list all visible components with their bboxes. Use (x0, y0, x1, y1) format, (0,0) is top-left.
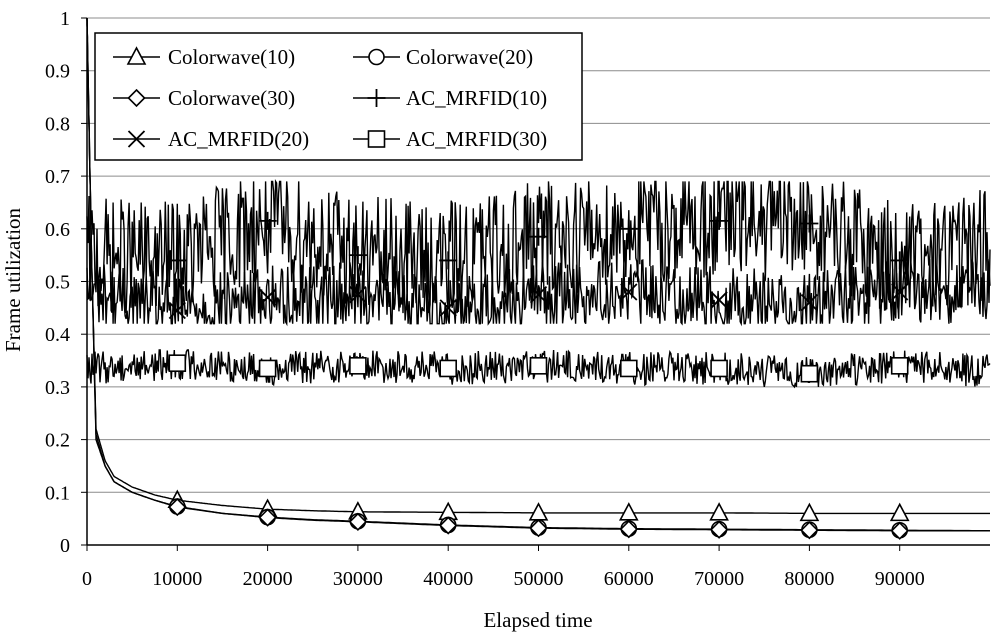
legend-box (94, 32, 583, 161)
data-point-marker (619, 520, 638, 539)
data-point-marker (800, 214, 819, 233)
data-point-marker (890, 251, 909, 270)
x-axis-label: Elapsed time (483, 608, 592, 632)
data-point-marker (890, 521, 909, 540)
data-point-marker (168, 251, 187, 270)
data-point-marker (800, 521, 819, 540)
x-tick-label: 60000 (604, 568, 654, 590)
legend-marker (367, 89, 386, 107)
x-tick-label: 0 (82, 568, 92, 590)
x-tick-label: 40000 (423, 568, 473, 590)
legend-marker (126, 46, 147, 65)
data-point-marker (709, 520, 729, 539)
data-point-marker (258, 211, 277, 230)
data-point-marker (619, 359, 638, 378)
y-tick-label: 0.9 (45, 61, 70, 83)
data-point-marker (800, 364, 819, 383)
data-point-marker (799, 502, 820, 522)
legend-label: AC_MRFID(30) (406, 127, 547, 151)
series-markers (167, 211, 910, 540)
axes (81, 17, 990, 551)
y-tick-label: 0.3 (45, 377, 70, 399)
data-point-marker (529, 357, 548, 375)
data-point-marker (348, 512, 368, 531)
data-point-marker (348, 246, 367, 265)
data-point-marker (258, 288, 277, 306)
data-point-marker (439, 359, 458, 378)
legend-marker (127, 130, 146, 148)
data-point-marker (800, 293, 819, 312)
data-point-marker (168, 354, 187, 372)
x-tick-label: 10000 (152, 568, 202, 590)
legend-label: AC_MRFID(20) (168, 127, 309, 151)
y-tick-label: 1 (60, 8, 70, 30)
legend-label: Colorwave(30) (168, 86, 295, 110)
legend-marker (368, 48, 385, 66)
data-point-marker (709, 502, 729, 521)
y-tick-label: 0 (60, 535, 70, 557)
x-tick-label: 90000 (875, 568, 925, 590)
legend: Colorwave(10) Colorwave(20) Colorwave(30) A… (94, 32, 583, 161)
legend-label: AC_MRFID(10) (406, 86, 547, 110)
y-tick-label: 0.8 (45, 113, 70, 135)
series-line-3 (86, 179, 991, 314)
data-point-marker (889, 502, 910, 522)
data-point-marker (349, 357, 367, 375)
data-point-marker (619, 219, 638, 238)
data-point-marker (710, 359, 728, 378)
x-tick-label: 20000 (243, 568, 293, 590)
data-point-marker (439, 299, 457, 317)
y-tick-label: 0.5 (45, 272, 70, 294)
x-tick-label: 80000 (784, 568, 834, 590)
data-point-marker (349, 286, 367, 304)
series-line-4 (86, 258, 991, 327)
data-point-marker (618, 502, 639, 521)
x-tick-label: 30000 (333, 568, 383, 590)
legend-label: Colorwave(20) (406, 45, 533, 69)
data-point-marker (439, 251, 458, 270)
data-point-marker (528, 502, 549, 521)
data-point-marker (890, 357, 909, 375)
data-point-marker (529, 286, 548, 304)
legend-marker (127, 88, 146, 108)
legend-marker (367, 130, 386, 148)
data-point-marker (439, 516, 458, 535)
y-tick-label: 0.7 (45, 166, 70, 188)
data-point-marker (529, 227, 548, 246)
data-point-marker (891, 283, 909, 301)
y-tick-labels: 0 0.1 0.2 0.3 0.4 0.5 0.6 0.7 0.8 0.9 1 (45, 8, 70, 557)
data-point-marker (710, 211, 729, 230)
data-point-marker (710, 291, 728, 309)
data-point-marker (168, 301, 186, 320)
data-point-marker (258, 508, 277, 527)
data-point-marker (620, 283, 638, 301)
y-tick-label: 0.6 (45, 219, 70, 241)
data-point-marker (529, 519, 548, 538)
y-tick-label: 0.2 (45, 430, 70, 452)
x-tick-label: 50000 (514, 568, 564, 590)
y-tick-label: 0.4 (45, 324, 70, 346)
data-point-marker (258, 359, 277, 378)
y-axis-label: Frame utilization (1, 207, 25, 352)
x-tick-labels: 0 10000 20000 30000 40000 50000 60000 70000 8000… (82, 568, 925, 590)
y-tick-label: 0.1 (45, 482, 70, 504)
data-point-marker (168, 497, 187, 517)
x-tick-label: 70000 (694, 568, 744, 590)
legend-label: Colorwave(10) (168, 45, 295, 69)
